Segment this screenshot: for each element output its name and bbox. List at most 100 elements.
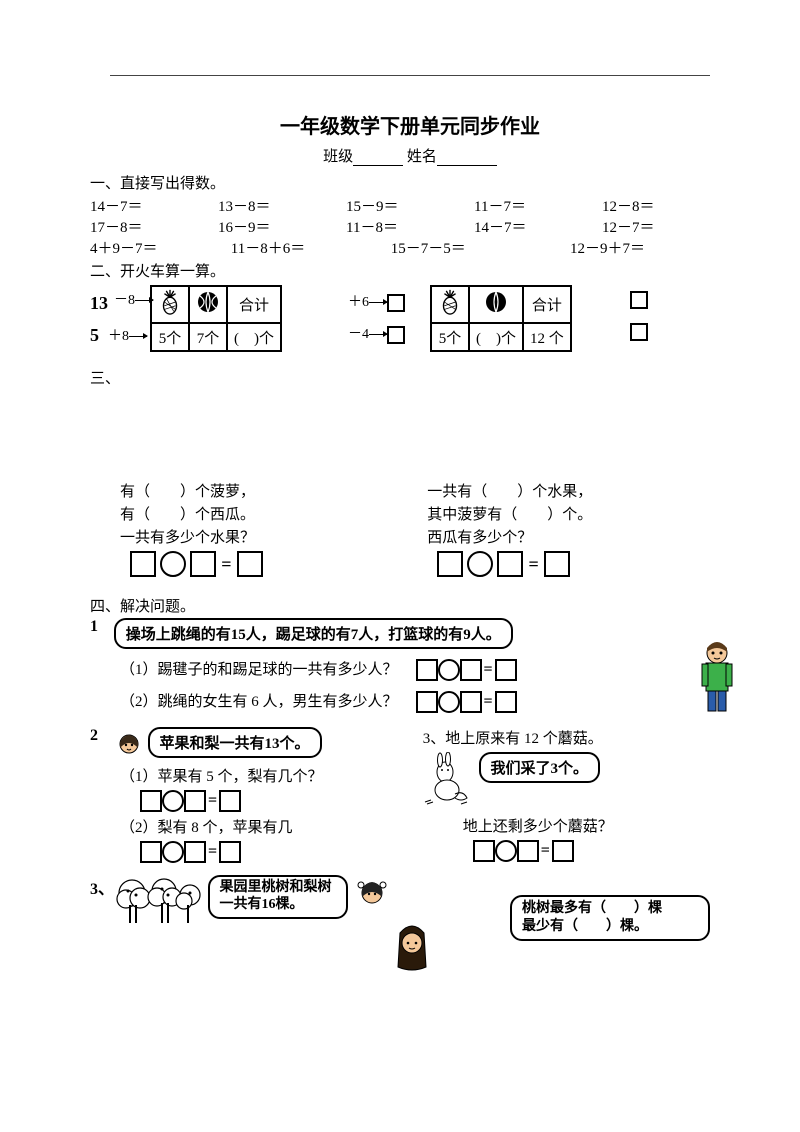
- answer-box[interactable]: [190, 551, 216, 577]
- eq: 17－8＝: [90, 216, 218, 237]
- sub-question: （1）苹果有 5 个，梨有几个？ =: [120, 765, 423, 812]
- operator-circle[interactable]: [467, 551, 493, 577]
- operator-circle[interactable]: [162, 841, 184, 863]
- girl-icon: [114, 728, 144, 761]
- eq: 15－7－5＝: [391, 237, 570, 258]
- answer-box[interactable]: [437, 551, 463, 577]
- answer-box[interactable]: [517, 840, 539, 862]
- text-line: 有（ ）个西瓜。: [120, 503, 397, 524]
- operator-circle[interactable]: [160, 551, 186, 577]
- boy-icon: [694, 638, 740, 718]
- text-line: 西瓜有多少个？: [427, 526, 704, 547]
- sub-question: （2）跳绳的女生有 6 人，男生有多少人？ =: [120, 687, 730, 713]
- table-cell: ( )个: [469, 323, 523, 351]
- problems-2-3: 2 苹果和梨一共有13个。 （1）苹果有 5 个，梨有几个？ = （2）梨有 8…: [90, 727, 730, 863]
- eq: 14－7＝: [90, 195, 218, 216]
- subtitle: 班级 姓名: [90, 145, 730, 166]
- rabbit-icon: [423, 752, 475, 811]
- answer-box[interactable]: [460, 691, 482, 713]
- eq: 11－7＝: [474, 195, 602, 216]
- speech-bubble: 苹果和梨一共有13个。: [148, 727, 322, 758]
- question-text: 地上还剩多少个蘑菇？: [463, 815, 730, 836]
- page-title: 一年级数学下册单元同步作业: [90, 110, 730, 139]
- fruit-table-1: 合计 5个 7个 ( )个: [150, 285, 282, 352]
- answer-box[interactable]: [495, 691, 517, 713]
- answer-box[interactable]: [460, 659, 482, 681]
- bubble-line: 最少有（ ）棵。: [522, 919, 648, 934]
- answer-box[interactable]: [219, 790, 241, 812]
- class-blank[interactable]: [353, 150, 403, 166]
- text-line: 一共有多少个水果？: [120, 526, 397, 547]
- problem-2: 2 苹果和梨一共有13个。 （1）苹果有 5 个，梨有几个？ = （2）梨有 8…: [90, 727, 423, 863]
- answer-box[interactable]: [184, 790, 206, 812]
- sub-question: （1）踢毽子的和踢足球的一共有多少人？ =: [120, 655, 730, 681]
- equals-sign: =: [208, 843, 217, 861]
- name-label: 姓名: [407, 149, 437, 165]
- operator-circle[interactable]: [438, 691, 460, 713]
- answer-box[interactable]: [495, 659, 517, 681]
- section3-heading: 三、: [90, 367, 730, 388]
- speech-bubble: 我们采了3个。: [479, 752, 601, 783]
- answer-box[interactable]: [387, 326, 405, 344]
- answer-box[interactable]: [544, 551, 570, 577]
- bubble-line: 桃树最多有（ ）棵: [522, 901, 662, 916]
- operator-circle[interactable]: [438, 659, 460, 681]
- answer-box[interactable]: [630, 323, 648, 341]
- equation-boxes: =: [416, 691, 517, 713]
- equals-sign: =: [484, 661, 493, 679]
- text-line: 有（ ）个菠萝，: [120, 480, 397, 501]
- equals-sign: =: [484, 693, 493, 711]
- girl-head-2-icon: [355, 875, 389, 918]
- answer-box[interactable]: [184, 841, 206, 863]
- answer-box[interactable]: [497, 551, 523, 577]
- right-bubble: 桃树最多有（ ）棵 最少有（ ）棵。: [510, 895, 710, 941]
- pineapple-icon: [431, 286, 469, 323]
- table-header: 合计: [227, 286, 281, 323]
- answer-box[interactable]: [219, 841, 241, 863]
- problem-number: 1: [90, 618, 110, 636]
- fruit-table-2: 合计 5个 ( )个 12 个: [430, 285, 572, 352]
- table-cell: 7个: [189, 323, 227, 351]
- class-label: 班级: [323, 149, 353, 165]
- s3-left: 有（ ）个菠萝， 有（ ）个西瓜。 一共有多少个水果？ =: [90, 478, 397, 577]
- eq: 12－7＝: [602, 216, 730, 237]
- train-op1: －8: [114, 289, 153, 309]
- train-n2: 5: [90, 325, 99, 346]
- answer-box[interactable]: [130, 551, 156, 577]
- question-text: （1）踢毽子的和踢足球的一共有多少人？: [120, 658, 398, 679]
- section4-heading: 四、解决问题。: [90, 595, 730, 616]
- answer-box[interactable]: [237, 551, 263, 577]
- speech-bubble: 桃树最多有（ ）棵 最少有（ ）棵。: [510, 895, 710, 941]
- problem-3-bottom: 3、 果园里桃树和梨树一共有16棵。 桃树最多有（ ）棵 最少有（ ）棵。: [90, 875, 730, 975]
- equation-boxes: =: [416, 659, 517, 681]
- answer-box[interactable]: [416, 659, 438, 681]
- girl-long-hair-icon: [390, 923, 434, 980]
- answer-box[interactable]: [473, 840, 495, 862]
- question-text: （2）跳绳的女生有 6 人，男生有多少人？: [120, 690, 398, 711]
- table-cell: ( )个: [227, 323, 281, 351]
- section2-heading: 二、开火车算一算。: [90, 260, 730, 281]
- eq: 13－8＝: [218, 195, 346, 216]
- operator-circle[interactable]: [162, 790, 184, 812]
- text-line: 一共有（ ）个水果，: [427, 480, 704, 501]
- s1-row3: 4＋9－7＝ 11－8＋6＝ 15－7－5＝ 12－9＋7＝: [90, 237, 730, 258]
- table-cell: 5个: [151, 323, 189, 351]
- s1-row1: 14－7＝ 13－8＝ 15－9＝ 11－7＝ 12－8＝: [90, 195, 730, 216]
- equation-boxes: =: [140, 790, 423, 812]
- answer-box[interactable]: [140, 790, 162, 812]
- equation-boxes: =: [140, 841, 423, 863]
- operator-circle[interactable]: [495, 840, 517, 862]
- table-cell: 12 个: [523, 323, 571, 351]
- answer-box[interactable]: [630, 291, 648, 309]
- answer-box[interactable]: [387, 294, 405, 312]
- answer-box[interactable]: [416, 691, 438, 713]
- pineapple-icon: [151, 286, 189, 323]
- equation-boxes: =: [473, 840, 730, 862]
- name-blank[interactable]: [437, 150, 497, 166]
- train-area: 13 －8 5 ＋8 合计 5个 7个 ( )个 ＋6 －4 合计 5个 ( )…: [90, 285, 730, 365]
- problem-heading: 3、地上原来有 12 个蘑菇。: [423, 727, 730, 748]
- section3-content: 有（ ）个菠萝， 有（ ）个西瓜。 一共有多少个水果？ = 一共有（ ）个水果，…: [90, 478, 730, 577]
- problem-number: 2: [90, 727, 110, 745]
- answer-box[interactable]: [552, 840, 574, 862]
- answer-box[interactable]: [140, 841, 162, 863]
